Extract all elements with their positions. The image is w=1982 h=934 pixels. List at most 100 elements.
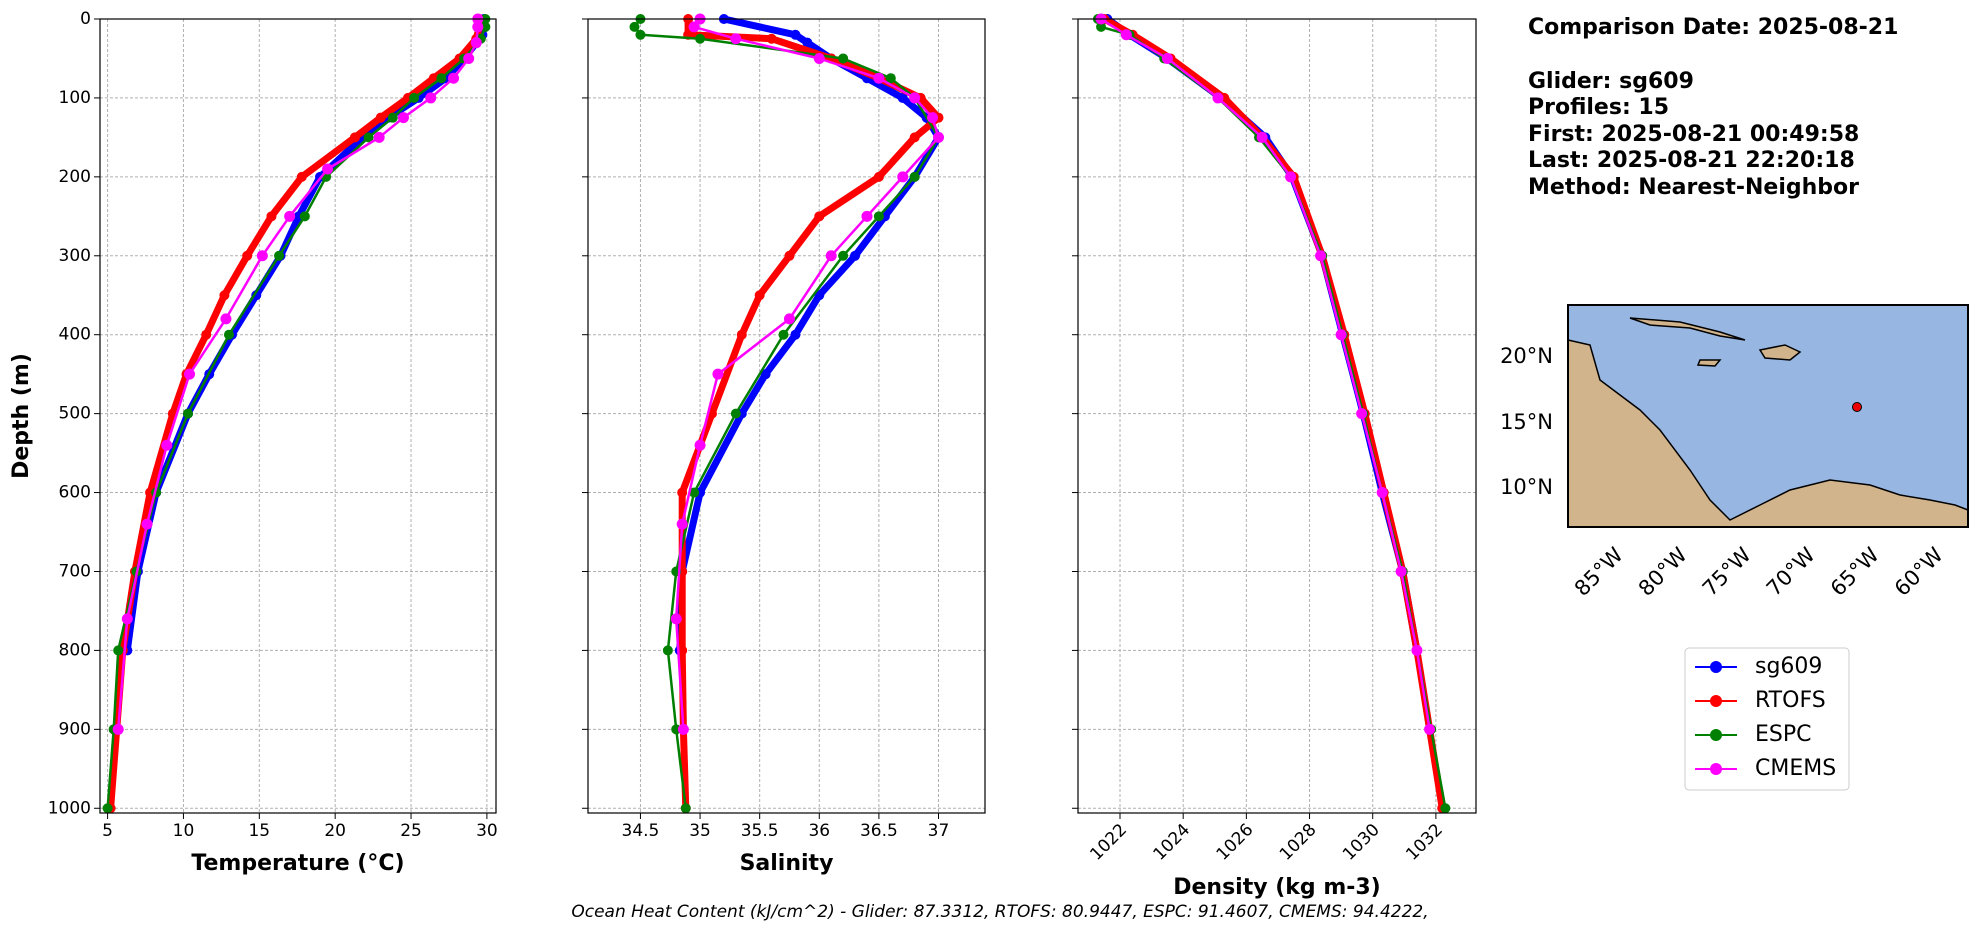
glider-location: [1852, 402, 1862, 412]
profile-point: [695, 33, 706, 44]
profile-point: [375, 112, 386, 123]
profile-point: [1212, 92, 1224, 104]
profile-point: [184, 368, 196, 380]
profile-point: [670, 613, 682, 625]
info-line: Comparison Date: 2025-08-21: [1528, 15, 1898, 40]
profile-point: [397, 112, 409, 124]
profile-point: [1411, 644, 1423, 656]
profile-point: [223, 329, 234, 340]
profile-point: [736, 329, 747, 340]
lat-label: 15°N: [1500, 410, 1553, 434]
profile-point: [322, 163, 334, 175]
profile-point: [677, 645, 688, 656]
profile-point: [909, 92, 921, 104]
profile-point: [861, 210, 873, 222]
hispaniola: [1758, 344, 1802, 361]
info-line: Glider: sg609: [1528, 69, 1694, 94]
y-tick-label: 200: [59, 167, 91, 187]
profile-point: [1161, 52, 1173, 64]
profile-point: [783, 313, 795, 325]
profile-point: [897, 92, 908, 103]
profile-point: [825, 250, 837, 262]
x-axis-label: Temperature (°C): [191, 851, 404, 876]
profile-point: [363, 132, 374, 143]
y-tick-label: 500: [59, 404, 91, 424]
x-tick-label: 36: [808, 821, 830, 841]
y-tick-label: 900: [59, 719, 91, 739]
profile-point: [635, 29, 646, 40]
profile-line: [633, 18, 940, 809]
legend-box: [1684, 647, 1850, 791]
profile-point: [296, 171, 307, 182]
y-tick-label: 300: [59, 246, 91, 266]
profile-point: [873, 171, 884, 182]
profile-point: [790, 29, 801, 40]
axes-frame: [1077, 18, 1477, 814]
profile-point: [1285, 171, 1297, 183]
profile-point: [676, 518, 688, 530]
profile-point: [802, 37, 813, 48]
profile-point: [102, 803, 113, 814]
profile-point: [242, 250, 253, 261]
legend-label: CMEMS: [1755, 756, 1836, 781]
profile-point: [766, 33, 777, 44]
profile-point: [256, 250, 268, 262]
profile-point: [730, 33, 742, 45]
profile-point: [927, 112, 939, 124]
profile-point: [1424, 723, 1436, 735]
x-tick-label: 37: [928, 821, 950, 841]
profile-point: [1315, 250, 1327, 262]
profile-point: [387, 112, 398, 123]
legend-label: sg609: [1755, 654, 1822, 679]
profile-point: [790, 329, 801, 340]
info-line: Method: Nearest-Neighbor: [1528, 175, 1859, 200]
profile-point: [448, 72, 460, 84]
profile-point: [814, 211, 825, 222]
profile-point: [112, 723, 124, 735]
profile-point: [712, 368, 724, 380]
profile-point: [219, 290, 230, 301]
profile-point: [838, 53, 849, 64]
x-tick-label: 5: [102, 821, 113, 841]
legend-marker: [1710, 763, 1722, 775]
profile-point: [813, 52, 825, 64]
profile-point: [425, 92, 437, 104]
profile-point: [472, 21, 484, 33]
profile-point: [1096, 21, 1107, 32]
profile-point: [220, 313, 232, 325]
profile-point: [909, 171, 920, 182]
profile-point: [838, 250, 849, 261]
x-tick-label: 30: [476, 821, 498, 841]
profile-point: [266, 211, 277, 222]
x-tick-label: 25: [400, 821, 422, 841]
profile-point: [121, 613, 133, 625]
axes-frame: [587, 18, 986, 814]
profile-point: [754, 290, 765, 301]
profile-point: [677, 487, 688, 498]
profile-point: [141, 518, 153, 530]
profile-point: [113, 645, 124, 656]
profile-point: [161, 439, 173, 451]
profile-point: [730, 408, 741, 419]
profile-point: [933, 131, 945, 143]
legend-label: ESPC: [1755, 722, 1812, 747]
profile-point: [470, 37, 482, 49]
profile-point: [873, 72, 885, 84]
x-axis-label: Salinity: [740, 851, 834, 876]
x-tick-label: 36.5: [860, 821, 898, 841]
x-tick-label: 34.5: [622, 821, 660, 841]
profile-point: [1440, 803, 1451, 814]
profile-point: [1395, 565, 1407, 577]
profile-line: [107, 19, 483, 809]
land: [1567, 339, 1969, 528]
profile-point: [688, 21, 700, 33]
x-tick-label: 15: [248, 821, 270, 841]
profile-point: [694, 439, 706, 451]
profile-point: [760, 369, 771, 380]
info-line: Profiles: 15: [1528, 95, 1669, 120]
y-tick-label: 100: [59, 88, 91, 108]
y-tick-label: 400: [59, 325, 91, 345]
axes-frame: [99, 18, 497, 814]
profile-point: [909, 132, 920, 143]
